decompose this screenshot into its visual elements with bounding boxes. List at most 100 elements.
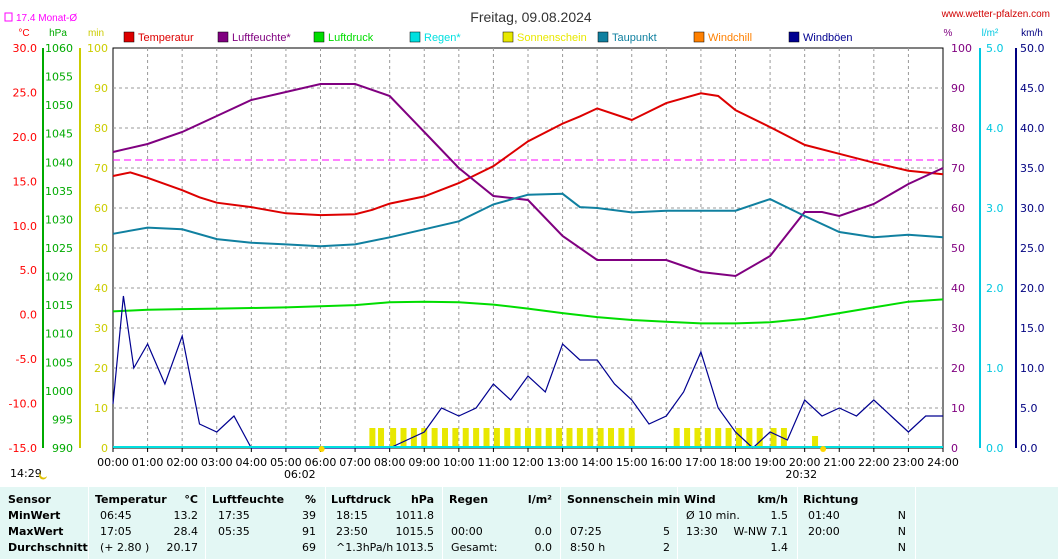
weather-chart: Freitag, 09.08.2024 www.wetter-pfalzen.c… bbox=[4, 9, 1050, 481]
sunshine-bar bbox=[587, 428, 594, 448]
kmh-tick-label: 20.0 bbox=[1020, 282, 1045, 295]
mm-tick-label: 10 bbox=[94, 402, 108, 415]
legend-swatch bbox=[693, 31, 705, 43]
sunshine-bar bbox=[770, 428, 777, 448]
x-tick-label: 12:00 bbox=[512, 456, 544, 469]
stats-wind-value: W-NW 7.1 bbox=[733, 525, 789, 538]
stats-header-humidity: Luftfeuchte bbox=[212, 493, 285, 506]
legend-swatch bbox=[313, 31, 325, 43]
hpa-tick-label: 1010 bbox=[45, 328, 73, 341]
pct-tick-label: 90 bbox=[951, 82, 965, 95]
stats-row-label: Durchschnitt bbox=[8, 541, 88, 554]
sunshine-bar bbox=[442, 428, 448, 448]
sunshine-bar bbox=[756, 428, 763, 448]
stats-dir-value: N bbox=[897, 525, 906, 538]
sunshine-bar bbox=[483, 428, 490, 448]
legend-label: Windchill bbox=[708, 32, 752, 44]
stats-temp-value: 13.2 bbox=[173, 509, 199, 522]
x-tick-label: 11:00 bbox=[478, 456, 510, 469]
sunrise-icon bbox=[318, 446, 325, 452]
kmh-tick-label: 30.0 bbox=[1020, 202, 1045, 215]
mm-tick-label: 30 bbox=[94, 322, 108, 335]
kmh-tick-label: 35.0 bbox=[1020, 162, 1045, 175]
hpa-tick-label: 1025 bbox=[45, 242, 73, 255]
stats-press-time: 23:50 bbox=[336, 525, 368, 538]
legend-label: Taupunkt bbox=[612, 32, 657, 44]
sunshine-bars bbox=[369, 428, 819, 448]
hpa-tick-label: 1055 bbox=[45, 71, 73, 84]
stats-wind-time: 13:30 bbox=[686, 525, 718, 538]
hpa-tick-label: 990 bbox=[52, 442, 73, 455]
sunshine-bar bbox=[545, 428, 552, 448]
sun-marks: 06:02 20:32 14:29 bbox=[10, 446, 827, 481]
stats-divider bbox=[88, 487, 89, 559]
site-url: www.wetter-pfalzen.com bbox=[941, 9, 1050, 20]
stats-sun-value: 2 bbox=[663, 541, 670, 554]
sunshine-bar bbox=[421, 428, 428, 448]
humidity-line bbox=[112, 83, 944, 278]
stats-header-direction: Richtung bbox=[803, 493, 859, 506]
pct-tick-label: 100 bbox=[951, 42, 972, 55]
kmh-tick-label: 0.0 bbox=[1020, 442, 1038, 455]
legend-label: Luftfeuchte* bbox=[232, 32, 291, 44]
sunshine-bar bbox=[576, 428, 583, 448]
stats-sun-time: 07:25 bbox=[570, 525, 602, 538]
stats-header-press-unit: hPa bbox=[410, 493, 434, 506]
stats-sun-time: 8:50 h bbox=[570, 541, 606, 554]
stats-dir-value: N bbox=[897, 509, 906, 522]
sunshine-bar bbox=[369, 428, 376, 448]
sunshine-bar bbox=[514, 428, 521, 448]
stats-hum-value: 69 bbox=[302, 541, 316, 554]
chart-title: Freitag, 09.08.2024 bbox=[470, 9, 592, 25]
sunshine-bar bbox=[725, 428, 732, 448]
stats-divider bbox=[797, 487, 798, 559]
stats-temp-time: 06:45 bbox=[100, 509, 132, 522]
stats-press-time: ^1.3hPa/h bbox=[336, 541, 394, 554]
series-lines bbox=[112, 83, 944, 449]
hpa-tick-label: 1020 bbox=[45, 271, 73, 284]
pct-tick-label: 60 bbox=[951, 202, 965, 215]
stats-temp-value: 20.17 bbox=[166, 541, 199, 554]
axes: 30.0 25.0 20.0 15.0 10.0 5.0 0.0 -5.0 -10.0 -15.0… bbox=[9, 42, 1045, 469]
legend-label: Regen* bbox=[424, 32, 461, 44]
legend-label: Windböen bbox=[803, 32, 853, 44]
stats-divider bbox=[560, 487, 561, 559]
hpa-tick-label: 1035 bbox=[45, 185, 73, 198]
lm2-tick-label: 4.0 bbox=[986, 122, 1004, 135]
stats-rain-value: 0.0 bbox=[534, 525, 553, 538]
temp-tick-label: 25.0 bbox=[13, 86, 38, 99]
mm-unit: min bbox=[88, 28, 104, 39]
stats-wind-value: 1.4 bbox=[770, 541, 789, 554]
hpa-tick-label: 1000 bbox=[45, 385, 73, 398]
stats-hum-value: 91 bbox=[302, 525, 316, 538]
sunshine-bar bbox=[628, 428, 635, 448]
x-tick-label: 04:00 bbox=[235, 456, 267, 469]
x-tick-label: 03:00 bbox=[201, 456, 233, 469]
stats-header-temp: Temperatur bbox=[95, 493, 167, 506]
stats-press-value: 1011.8 bbox=[395, 509, 435, 522]
moon-icon bbox=[39, 472, 47, 480]
x-tick-label: 00:00 bbox=[97, 456, 129, 469]
dewpoint-line bbox=[112, 192, 944, 248]
stats-rain-time: Gesamt: bbox=[451, 541, 498, 554]
sunshine-bar bbox=[673, 428, 680, 448]
sunshine-bar bbox=[735, 428, 742, 448]
stats-sun-value: 5 bbox=[663, 525, 670, 538]
sunshine-bar bbox=[504, 428, 511, 448]
legend-swatch bbox=[217, 31, 229, 43]
sunshine-bar bbox=[400, 428, 407, 448]
mm-tick-label: 50 bbox=[94, 242, 108, 255]
pct-tick-label: 20 bbox=[951, 362, 965, 375]
stats-header-sun: Sonnenschein min bbox=[567, 493, 681, 506]
legend-label: Luftdruck bbox=[328, 32, 374, 44]
x-tick-label: 06:00 bbox=[305, 456, 337, 469]
pct-unit: % bbox=[944, 28, 953, 39]
kmh-tick-label: 5.0 bbox=[1020, 402, 1038, 415]
x-tick-label: 09:00 bbox=[408, 456, 440, 469]
stats-header-wind: Wind bbox=[684, 493, 716, 506]
stats-press-value: 1015.5 bbox=[395, 525, 435, 538]
sunshine-bar bbox=[493, 428, 500, 448]
x-tick-label: 16:00 bbox=[650, 456, 682, 469]
temp-tick-label: 15.0 bbox=[13, 175, 38, 188]
kmh-unit: km/h bbox=[1021, 28, 1043, 39]
